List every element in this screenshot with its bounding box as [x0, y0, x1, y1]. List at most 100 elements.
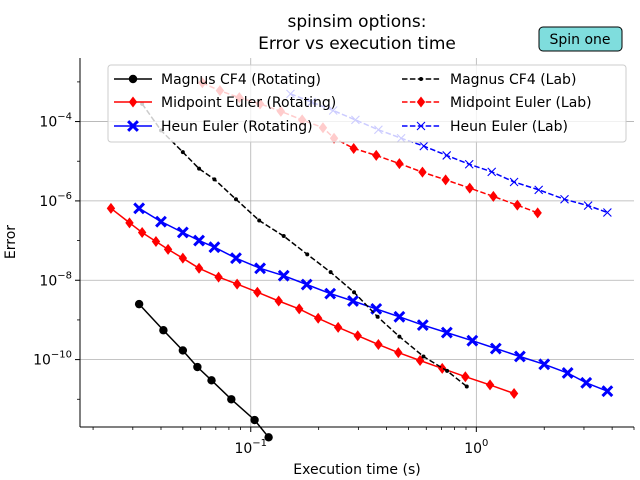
point-magnus-cf4-rotating [178, 346, 188, 355]
point-magnus-cf4-rotating [207, 376, 216, 385]
point-midpoint-euler-lab [533, 207, 542, 219]
legend-marker [419, 77, 423, 81]
point-heun-euler-rotating [466, 334, 479, 347]
legend-entry-heun-euler-lab: Heun Euler (Lab) [402, 119, 568, 135]
point-magnus-cf4-rotating [227, 395, 236, 404]
point-midpoint-euler-lab [441, 174, 450, 186]
point-magnus-cf4-rotating [250, 415, 259, 425]
legend-box [107, 64, 627, 143]
point-magnus-cf4-lab [352, 290, 357, 295]
point-midpoint-euler-rotating [151, 235, 161, 247]
y-axis-label: Error [3, 225, 19, 259]
legend-marker [128, 96, 138, 108]
point-midpoint-euler-rotating [106, 202, 116, 214]
point-heun-euler-lab [464, 159, 474, 169]
series-magnus-cf4-rotating [134, 299, 273, 442]
point-heun-euler-lab [560, 194, 569, 204]
point-midpoint-euler-rotating [178, 252, 188, 264]
legend-label: Heun Euler (Rotating) [161, 119, 313, 135]
point-magnus-cf4-lab [421, 354, 426, 359]
point-magnus-cf4-lab [328, 270, 333, 275]
point-magnus-cf4-rotating [193, 362, 202, 372]
point-magnus-cf4-lab [445, 368, 450, 373]
legend-label: Magnus CF4 (Lab) [450, 72, 576, 88]
legend: Magnus CF4 (Rotating) Midpoint Euler (Rot… [107, 64, 627, 143]
y-tick-label-1: 10−8 [39, 270, 72, 289]
point-heun-euler-rotating [580, 376, 593, 389]
legend-items: Magnus CF4 (Rotating) Midpoint Euler (Rot… [114, 72, 592, 135]
point-midpoint-euler-rotating [125, 217, 134, 229]
point-magnus-cf4-rotating [264, 433, 273, 442]
point-midpoint-euler-rotating [194, 262, 204, 274]
chart-title-line-1: spinsim options: [287, 12, 426, 32]
point-midpoint-euler-rotating [374, 339, 383, 351]
series-heun-euler-rotating [133, 202, 614, 398]
point-midpoint-euler-rotating [438, 362, 447, 374]
series-line-heun-euler-rotating [138, 207, 608, 392]
legend-marker [128, 74, 138, 84]
point-heun-euler-rotating [393, 310, 406, 323]
point-midpoint-euler-rotating [253, 286, 262, 298]
point-midpoint-euler-rotating [232, 278, 242, 290]
point-magnus-cf4-lab [305, 252, 310, 257]
point-heun-euler-rotating [370, 302, 383, 315]
y-tick-label-0: 10−10 [33, 350, 72, 369]
legend-entry-magnus-cf4-lab: Magnus CF4 (Lab) [402, 72, 576, 88]
point-midpoint-euler-rotating [274, 295, 283, 307]
point-midpoint-euler-rotating [461, 371, 470, 383]
point-heun-euler-rotating [416, 319, 429, 332]
series-line-magnus-cf4-rotating [138, 303, 270, 438]
point-heun-euler-lab [442, 151, 452, 160]
point-magnus-cf4-lab [212, 177, 217, 182]
point-midpoint-euler-rotating [137, 226, 147, 238]
legend-label: Magnus CF4 (Rotating) [161, 72, 321, 88]
badge-box [538, 26, 623, 52]
point-heun-euler-lab [602, 208, 612, 217]
point-heun-euler-lab [487, 167, 497, 177]
legend-label: Midpoint Euler (Lab) [450, 95, 592, 111]
point-midpoint-euler-rotating [394, 347, 403, 359]
point-midpoint-euler-rotating [214, 271, 223, 283]
chart-title-line-2: Error vs execution time [258, 34, 456, 54]
point-magnus-cf4-lab [197, 166, 202, 171]
point-heun-euler-rotating [155, 215, 167, 228]
point-midpoint-euler-lab [513, 199, 522, 211]
ticks: 10−1 100 10−10 10−8 10−6 10−4 [33, 81, 635, 457]
legend-label: Heun Euler (Lab) [450, 119, 568, 135]
point-heun-euler-lab [509, 177, 519, 187]
point-midpoint-euler-rotating [295, 303, 304, 315]
point-heun-euler-rotating [324, 287, 337, 300]
point-magnus-cf4-rotating [159, 326, 168, 335]
x-axis-label: Execution time (s) [293, 462, 420, 478]
x-tick-label-1: 100 [464, 438, 488, 457]
axes [79, 58, 634, 428]
point-midpoint-euler-rotating [509, 387, 519, 399]
series-line-midpoint-euler-rotating [110, 207, 515, 395]
series-line-magnus-cf4-lab [141, 103, 468, 388]
point-magnus-cf4-lab [257, 218, 262, 223]
point-magnus-cf4-lab [375, 314, 380, 319]
legend-marker [416, 121, 426, 131]
legend-marker [127, 120, 139, 132]
point-heun-euler-rotating [561, 367, 574, 379]
point-heun-euler-lab [419, 141, 429, 151]
point-magnus-cf4-lab [281, 234, 286, 239]
legend-entry-midpoint-euler-rotating: Midpoint Euler (Rotating) [114, 95, 336, 111]
spin-one-badge: Spin one [538, 26, 623, 52]
legend-entry-midpoint-euler-lab: Midpoint Euler (Lab) [402, 95, 592, 111]
legend-marker [416, 96, 426, 108]
point-magnus-cf4-rotating [134, 299, 144, 309]
point-magnus-cf4-lab [397, 334, 402, 339]
point-heun-euler-rotating [254, 262, 267, 275]
point-midpoint-euler-rotating [485, 379, 495, 391]
point-heun-euler-rotating [300, 278, 313, 291]
point-heun-euler-lab [534, 185, 544, 195]
point-magnus-cf4-lab [233, 197, 238, 202]
legend-entry-heun-euler-rotating: Heun Euler (Rotating) [114, 119, 313, 135]
point-heun-euler-rotating [193, 234, 205, 247]
point-midpoint-euler-rotating [333, 321, 343, 333]
point-magnus-cf4-lab [180, 150, 185, 155]
point-midpoint-euler-lab [372, 149, 381, 161]
y-tick-label-3: 10−4 [39, 112, 72, 131]
